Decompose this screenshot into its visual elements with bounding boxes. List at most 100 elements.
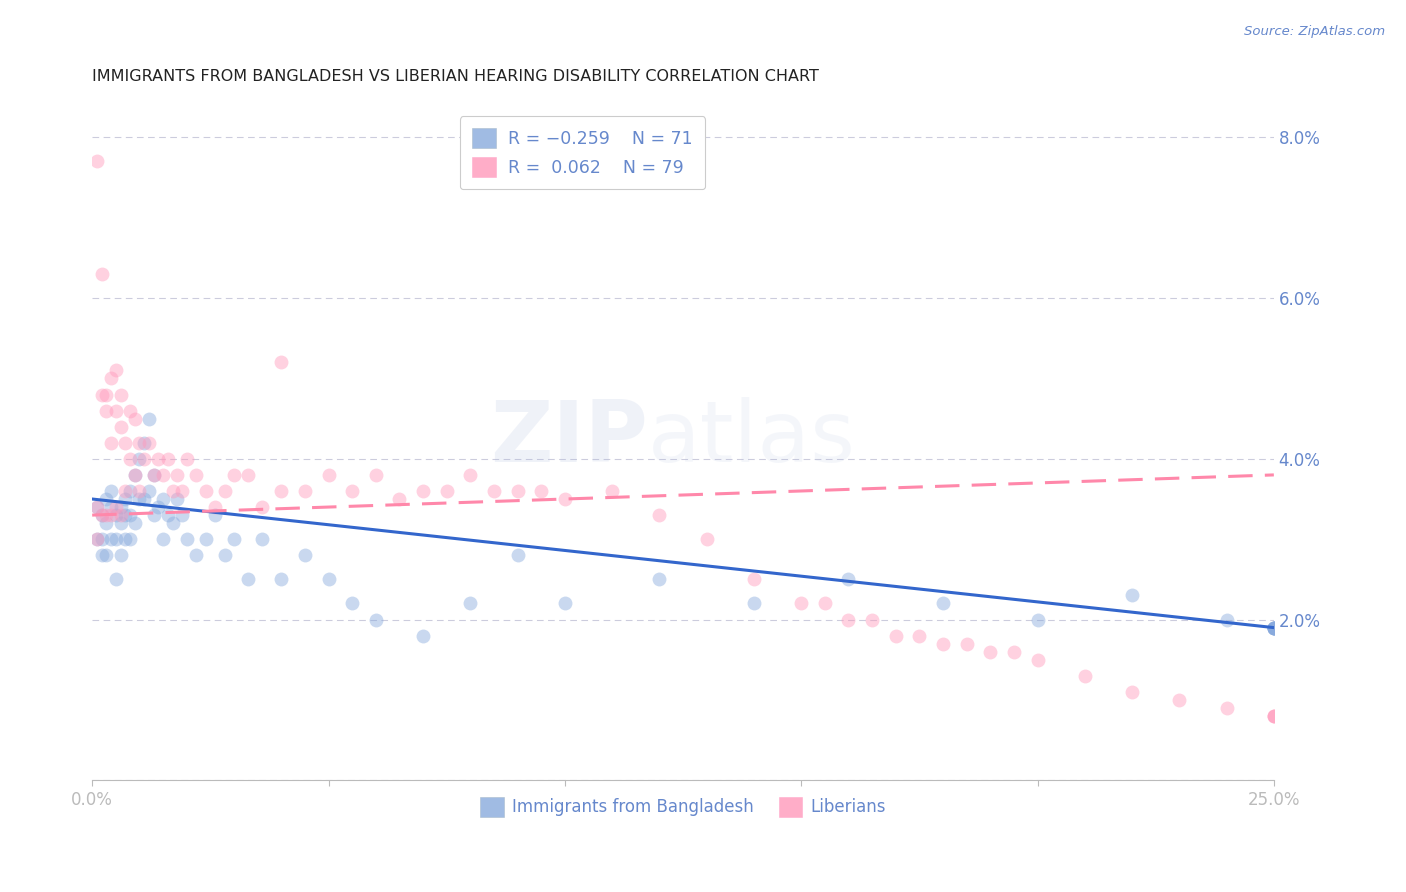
Point: [222, 467, 245, 482]
Point: [530, 483, 553, 498]
Point: [128, 483, 150, 498]
Point: [90, 267, 112, 281]
Point: [100, 500, 122, 514]
Point: [124, 467, 146, 482]
Point: [86, 532, 108, 546]
Point: [104, 508, 127, 522]
Point: [436, 483, 458, 498]
Point: [186, 467, 208, 482]
Point: [110, 549, 132, 563]
Point: [110, 516, 132, 530]
Point: [742, 573, 765, 587]
Point: [600, 483, 623, 498]
Point: [270, 573, 292, 587]
Point: [100, 371, 122, 385]
Point: [214, 483, 236, 498]
Point: [90, 549, 112, 563]
Point: [979, 645, 1001, 659]
Point: [506, 549, 529, 563]
Point: [252, 500, 274, 514]
Point: [837, 613, 859, 627]
Point: [186, 549, 208, 563]
Point: [114, 491, 136, 506]
Point: [1074, 669, 1097, 683]
Point: [270, 483, 292, 498]
Point: [104, 573, 127, 587]
Point: [294, 549, 316, 563]
Point: [814, 597, 837, 611]
Point: [128, 451, 150, 466]
Point: [156, 508, 179, 522]
Text: atlas: atlas: [648, 397, 856, 480]
Point: [194, 532, 217, 546]
Point: [318, 467, 340, 482]
Point: [110, 500, 132, 514]
Point: [134, 491, 156, 506]
Point: [118, 403, 141, 417]
Point: [86, 154, 108, 169]
Point: [1263, 621, 1285, 635]
Point: [648, 573, 671, 587]
Point: [194, 483, 217, 498]
Point: [100, 532, 122, 546]
Point: [388, 491, 411, 506]
Point: [860, 613, 883, 627]
Point: [118, 451, 141, 466]
Point: [364, 467, 387, 482]
Point: [742, 597, 765, 611]
Point: [1026, 653, 1049, 667]
Point: [104, 403, 127, 417]
Point: [142, 467, 165, 482]
Point: [884, 629, 907, 643]
Point: [908, 629, 931, 643]
Point: [100, 483, 122, 498]
Point: [152, 532, 174, 546]
Point: [114, 483, 136, 498]
Point: [340, 597, 363, 611]
Point: [110, 508, 132, 522]
Point: [100, 435, 122, 450]
Point: [96, 387, 118, 401]
Point: [955, 637, 977, 651]
Point: [128, 435, 150, 450]
Point: [1121, 685, 1143, 699]
Point: [104, 363, 127, 377]
Point: [1263, 709, 1285, 723]
Point: [412, 629, 434, 643]
Point: [790, 597, 813, 611]
Point: [100, 508, 122, 522]
Point: [148, 500, 170, 514]
Point: [236, 467, 259, 482]
Text: IMMIGRANTS FROM BANGLADESH VS LIBERIAN HEARING DISABILITY CORRELATION CHART: IMMIGRANTS FROM BANGLADESH VS LIBERIAN H…: [93, 69, 820, 84]
Point: [1263, 621, 1285, 635]
Point: [124, 467, 146, 482]
Point: [138, 411, 160, 425]
Point: [1263, 709, 1285, 723]
Point: [142, 467, 165, 482]
Point: [176, 532, 198, 546]
Point: [1263, 621, 1285, 635]
Point: [554, 491, 576, 506]
Point: [506, 483, 529, 498]
Point: [166, 491, 188, 506]
Point: [152, 467, 174, 482]
Point: [134, 435, 156, 450]
Point: [1263, 621, 1285, 635]
Point: [96, 508, 118, 522]
Point: [204, 500, 226, 514]
Point: [138, 435, 160, 450]
Point: [252, 532, 274, 546]
Point: [318, 573, 340, 587]
Point: [96, 516, 118, 530]
Point: [460, 597, 482, 611]
Point: [294, 483, 316, 498]
Point: [162, 483, 184, 498]
Point: [90, 532, 112, 546]
Point: [90, 508, 112, 522]
Point: [170, 508, 193, 522]
Legend: Immigrants from Bangladesh, Liberians: Immigrants from Bangladesh, Liberians: [474, 790, 893, 823]
Text: ZIP: ZIP: [489, 397, 648, 480]
Point: [1215, 613, 1237, 627]
Point: [270, 355, 292, 369]
Point: [412, 483, 434, 498]
